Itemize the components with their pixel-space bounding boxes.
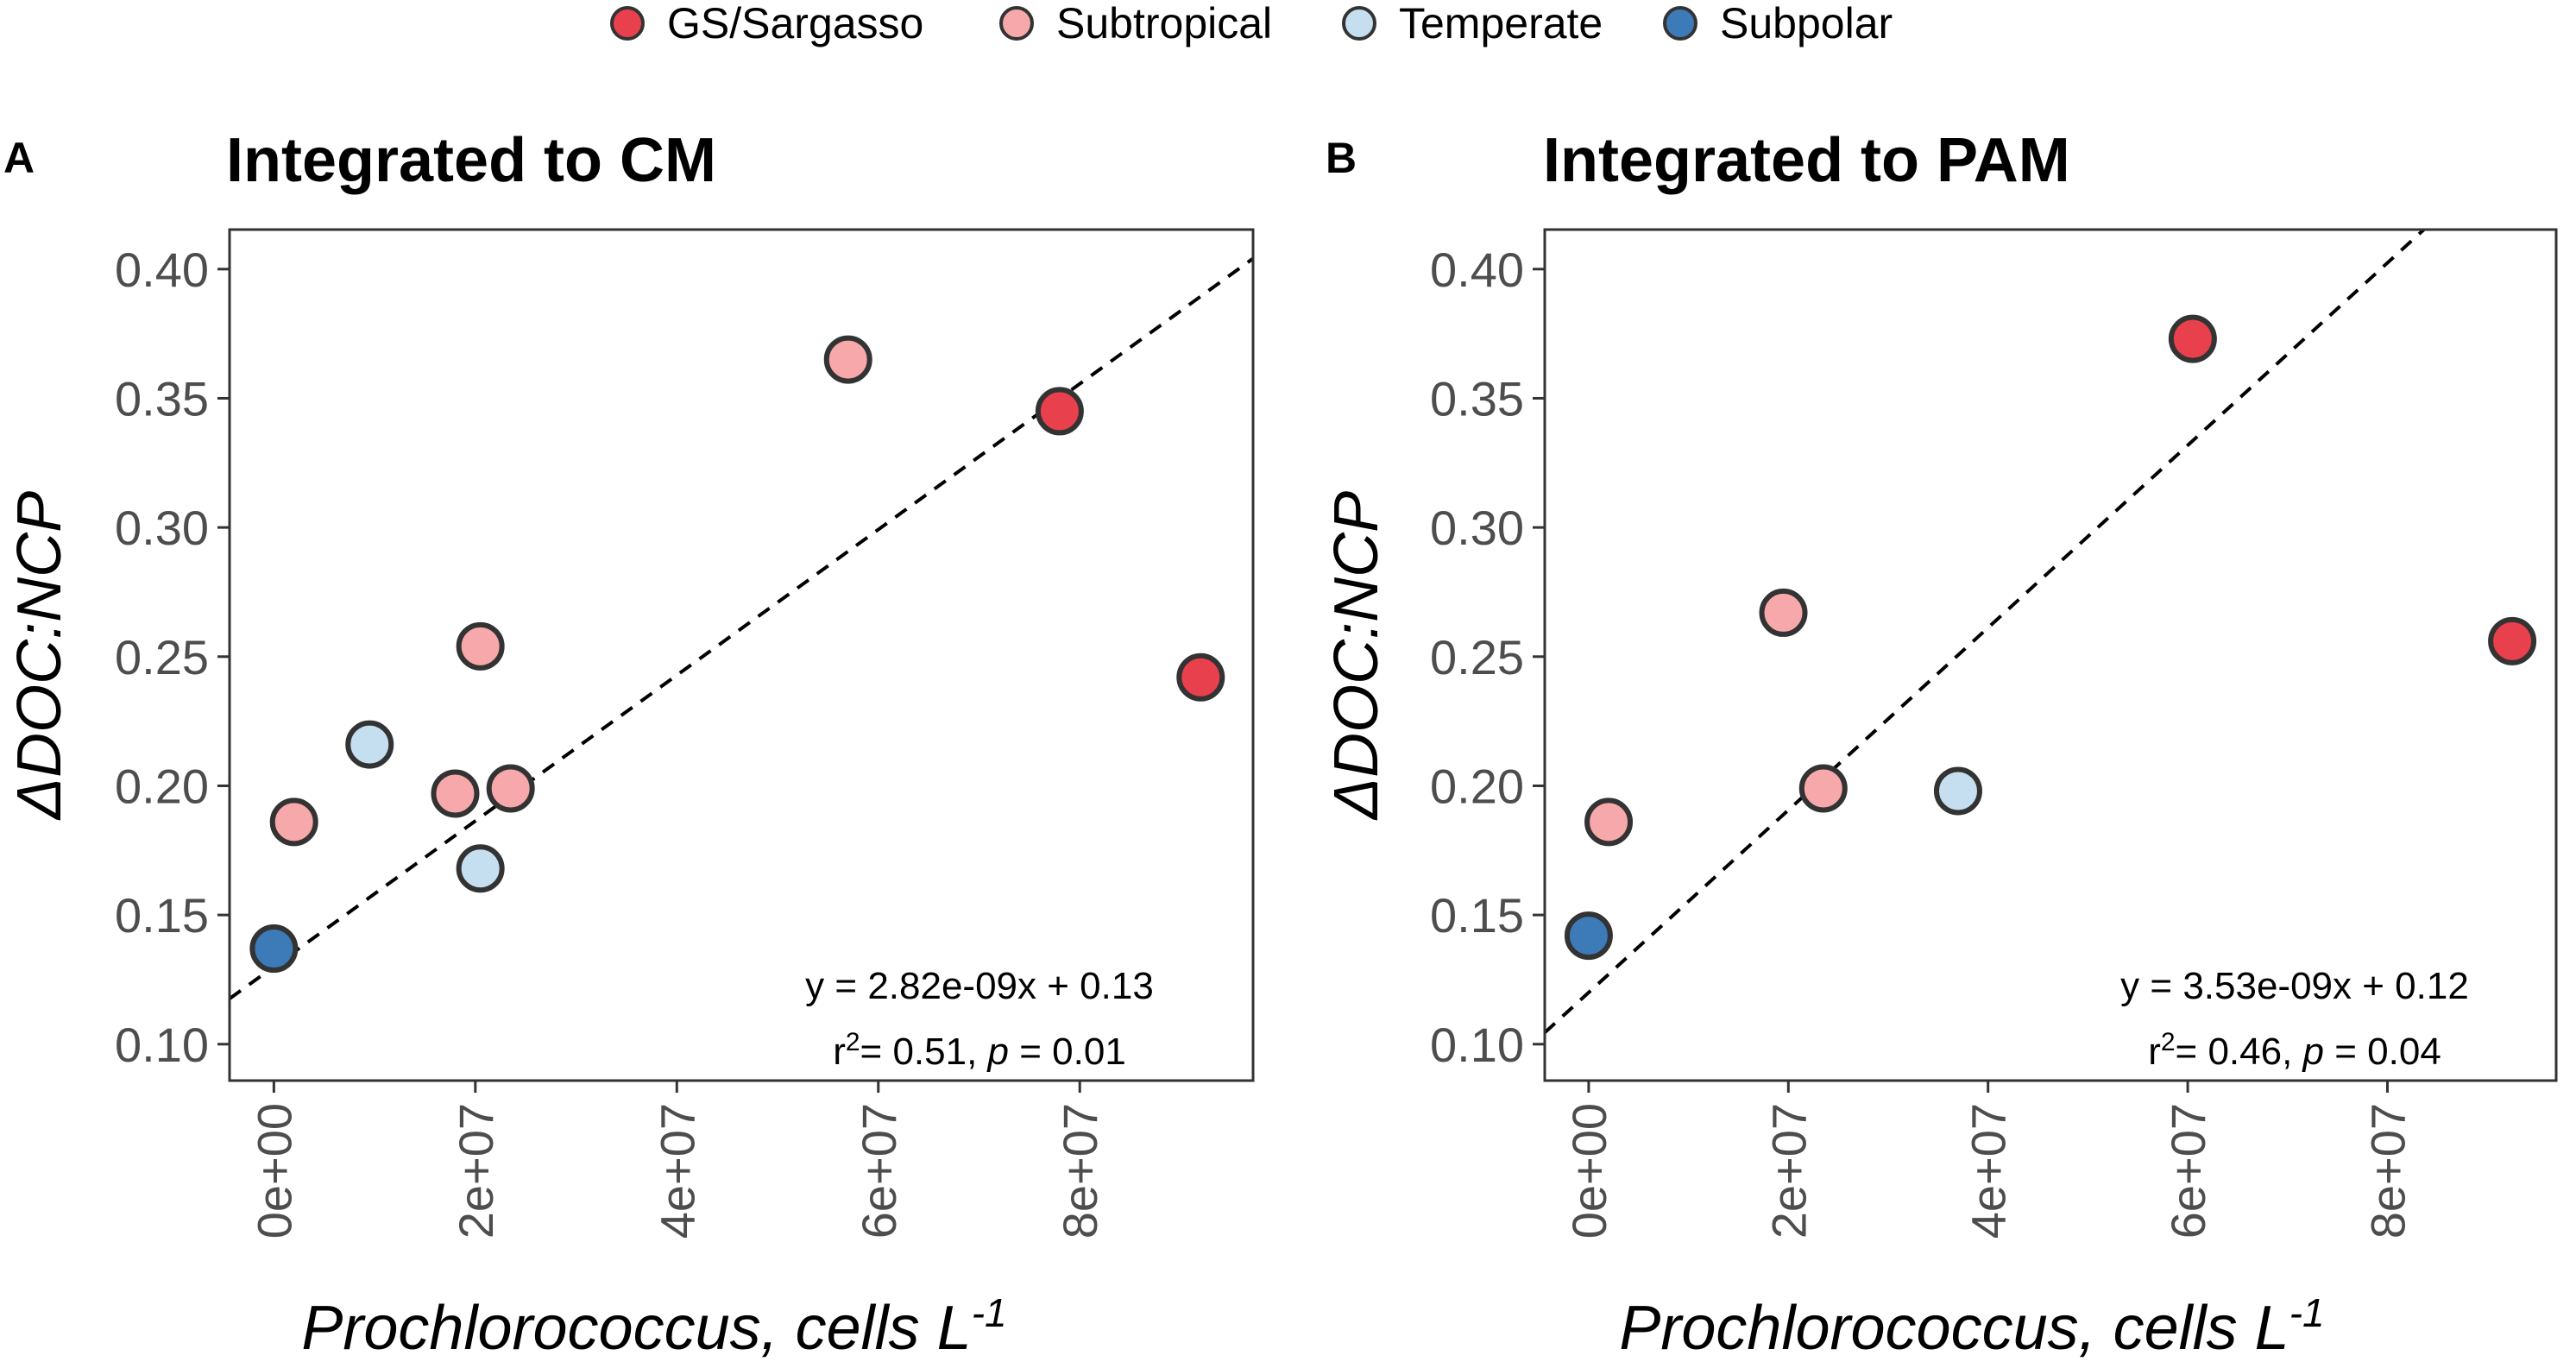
y-axis-title: ΔDOC:NCP	[5, 491, 74, 821]
regression-line	[230, 256, 1253, 1000]
y-tick-label: 0.25	[1430, 630, 1524, 684]
y-tick-label: 0.30	[1430, 501, 1524, 555]
p-value: = 0.01	[1009, 1031, 1126, 1073]
point-subpolar	[1564, 911, 1613, 961]
point-subtropical	[269, 797, 318, 847]
y-tick-label: 0.35	[1430, 371, 1524, 426]
panel-a: A Integrated to CM 0.100.150.200.250.300…	[3, 126, 1255, 1363]
legend-label-gs-sargasso: GS/Sargasso	[667, 0, 923, 47]
y-tick-label: 0.15	[115, 888, 209, 942]
r-value: = 0.51,	[860, 1031, 988, 1073]
y-axis: 0.10 0.15 0.20 0.25 0.30 0.35 0.40	[115, 243, 230, 1072]
legend-label-temperate: Temperate	[1399, 0, 1603, 47]
y-tick-label: 0.10	[115, 1018, 209, 1072]
y-tick-label: 0.10	[1430, 1018, 1524, 1072]
point-subtropical	[486, 764, 535, 813]
x-tick-label: 8e+07	[1053, 1103, 1107, 1239]
p-value: = 0.04	[2324, 1031, 2441, 1073]
regression-line	[1545, 230, 2427, 1034]
point-subtropical	[823, 335, 872, 384]
point-gs-sargasso	[1176, 652, 1225, 702]
p-label: p	[986, 1031, 1009, 1073]
point-subtropical	[431, 769, 480, 818]
point-temperate	[1933, 766, 1982, 816]
x-tick-label: 0e+00	[1562, 1103, 1616, 1239]
x-axis-title-exponent: -1	[972, 1290, 1007, 1335]
legend-swatch-subtropical	[999, 6, 1034, 41]
legend-swatch-temperate	[1342, 6, 1376, 41]
panel-letter: B	[1326, 134, 1357, 182]
y-tick-label: 0.35	[115, 371, 209, 426]
panel-title: Integrated to PAM	[1543, 126, 2070, 195]
x-axis-title: Prochlorococcus, cells L-1	[1619, 1290, 2324, 1363]
point-gs-sargasso	[1035, 387, 1084, 436]
y-tick-label: 0.20	[1430, 759, 1524, 813]
y-tick-label: 0.40	[115, 243, 209, 297]
plot-area	[228, 228, 1255, 1082]
y-tick-label: 0.30	[115, 501, 209, 555]
legend-item-subpolar: Subpolar	[1663, 0, 1893, 47]
r-value: = 0.46,	[2176, 1031, 2303, 1073]
x-tick-label: 0e+00	[247, 1103, 301, 1239]
x-axis-title: Prochlorococcus, cells L-1	[301, 1290, 1006, 1363]
panel-b: B Integrated to PAM 0.10 0.15 0.20 0.25 0.30…	[1322, 126, 2558, 1363]
r-label: r	[2148, 1031, 2161, 1073]
y-tick-label: 0.25	[115, 630, 209, 684]
x-tick-label: 8e+07	[2360, 1103, 2415, 1239]
equation-line-1: y = 3.53e-09x + 0.12	[2120, 965, 2469, 1007]
y-tick-label: 0.15	[1430, 888, 1524, 942]
x-tick-label: 4e+07	[650, 1103, 704, 1239]
point-gs-sargasso	[2488, 616, 2537, 665]
equation-line-1: y = 2.82e-09x + 0.13	[805, 965, 1154, 1007]
y-axis: 0.10 0.15 0.20 0.25 0.30 0.35 0.40	[1430, 243, 1545, 1072]
legend-swatch-gs-sargasso	[610, 6, 645, 41]
x-axis: 0e+00 2e+07 4e+07 6e+07 8e+07	[1562, 1081, 2415, 1239]
plot-area	[1543, 228, 2558, 1082]
r-exponent: 2	[2161, 1028, 2176, 1056]
x-axis-title-text: Prochlorococcus, cells L	[301, 1294, 971, 1363]
y-tick-label: 0.40	[1430, 243, 1524, 297]
plot-border	[228, 228, 1255, 1082]
y-tick-label: 0.20	[115, 759, 209, 813]
x-tick-label: 2e+07	[449, 1103, 503, 1239]
point-subpolar	[249, 924, 299, 974]
point-subtropical	[1584, 797, 1634, 847]
x-tick-label: 4e+07	[1962, 1103, 2016, 1239]
legend: GS/Sargasso Subtropical Temperate Subpol…	[610, 0, 1893, 47]
panel-letter: A	[3, 134, 35, 182]
legend-item-subtropical: Subtropical	[999, 0, 1272, 47]
x-tick-label: 2e+07	[1761, 1103, 1816, 1239]
r-label: r	[833, 1031, 846, 1073]
x-tick-label: 6e+07	[852, 1103, 906, 1239]
x-axis: 0e+00 2e+07 4e+07 6e+07 8e+07	[247, 1081, 1107, 1239]
panel-title: Integrated to CM	[226, 126, 716, 195]
legend-label-subpolar: Subpolar	[1720, 0, 1893, 47]
x-tick-label: 6e+07	[2161, 1103, 2215, 1239]
point-temperate	[345, 720, 394, 769]
point-subtropical	[456, 621, 505, 671]
point-subtropical	[1798, 764, 1848, 813]
x-axis-title-text: Prochlorococcus, cells L	[1619, 1294, 2289, 1363]
legend-label-subtropical: Subtropical	[1056, 0, 1272, 47]
legend-item-gs-sargasso: GS/Sargasso	[610, 0, 923, 47]
r-exponent: 2	[846, 1028, 860, 1056]
y-axis-title: ΔDOC:NCP	[1322, 491, 1391, 821]
legend-swatch-subpolar	[1663, 6, 1697, 41]
x-axis-title-exponent: -1	[2289, 1290, 2325, 1335]
equation-line-2: r2= 0.51, p = 0.01	[833, 1028, 1126, 1074]
legend-item-temperate: Temperate	[1342, 0, 1603, 47]
point-temperate	[456, 844, 505, 893]
point-gs-sargasso	[2168, 314, 2217, 363]
p-label: p	[2302, 1031, 2324, 1073]
equation-line-2: r2= 0.46, p = 0.04	[2148, 1028, 2441, 1074]
plot-border	[1543, 228, 2558, 1082]
point-subtropical	[1759, 588, 1808, 637]
